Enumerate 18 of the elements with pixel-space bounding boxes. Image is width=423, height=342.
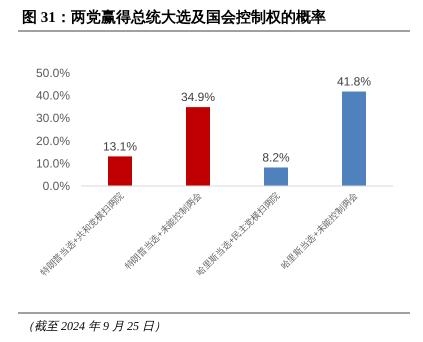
bar: [342, 92, 366, 186]
y-tick-label: 20.0%: [36, 134, 70, 148]
y-tick-label: 40.0%: [36, 88, 70, 103]
y-tick-label: 10.0%: [36, 156, 70, 170]
data-label: 41.8%: [336, 74, 372, 89]
bar: [264, 167, 288, 186]
data-label: 34.9%: [180, 90, 216, 104]
text: （截至 2024 年 9 月 25 日）: [22, 319, 166, 333]
data-label: 13.1%: [102, 139, 138, 154]
x-tick-label: 特朗普当选+共和党横扫两院: [38, 190, 126, 278]
y-tick-label: 50.0%: [36, 66, 70, 80]
data-label: 8.2%: [262, 150, 290, 164]
x-tick-label: 哈里斯当选+未能控制两会: [278, 190, 360, 272]
bar: [186, 107, 210, 186]
y-tick-label: 30.0%: [36, 111, 70, 126]
chart-title: 图 31：两党赢得总统大选及国会控制权的概率: [22, 8, 326, 26]
bar: [108, 156, 132, 186]
y-tick-label: 0.0%: [42, 179, 70, 193]
